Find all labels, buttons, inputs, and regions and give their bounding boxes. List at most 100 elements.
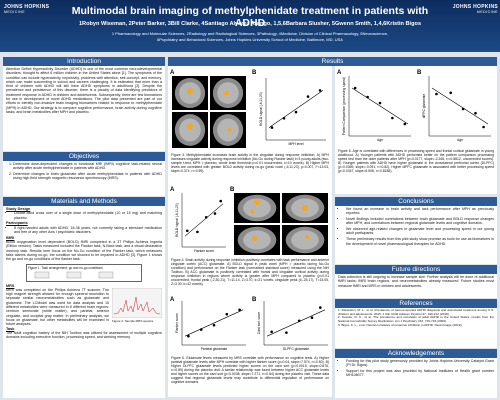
method-title: Participants — [6, 221, 28, 226]
y-axis-label: BOLD signal (-6,11,23) — [175, 203, 179, 236]
scatter-point — [282, 117, 286, 120]
scatter-point — [212, 323, 216, 327]
panel-label: A — [170, 297, 175, 303]
conclusion: These preliminary results from this pilo… — [346, 237, 494, 246]
fit-line — [268, 90, 324, 128]
logo-subtext: MEDICINE — [476, 10, 498, 14]
scatter-point — [403, 122, 407, 126]
scatter-point — [319, 306, 322, 309]
scatter-point — [187, 334, 190, 338]
reference: 1. Danielson, M. L., et al. Prevalence o… — [338, 308, 494, 316]
reference: 3. Bigos, K. L., et al. Neural correlate… — [338, 322, 463, 327]
authors: 1Robyn Wiseman, 2Peter Barker, 3Bill Cla… — [78, 21, 422, 27]
scatter-point — [306, 95, 310, 98]
brain-slice-inner — [291, 230, 319, 250]
panel-label: A — [170, 187, 175, 193]
future-text: Data collection is still ongoing to incr… — [335, 274, 497, 298]
y-axis-label: Flanker score — [175, 313, 179, 333]
reference: 2. Kessler, R. C., et al. The prevalence… — [338, 315, 494, 324]
figure-caption: Figure 5. Glutamate levels measured by M… — [171, 356, 329, 384]
scatter-point — [461, 107, 465, 111]
scatter-point — [199, 328, 203, 331]
activation-blob — [254, 199, 260, 205]
scatter-point — [270, 330, 273, 334]
objective: Determine changes in brain glutamate aft… — [13, 172, 162, 181]
scatter-point — [297, 319, 301, 323]
section-heading: Conclusions — [335, 197, 497, 206]
acknowledgements: Funding for this pilot study generously … — [335, 358, 497, 398]
intro-text: Attention Deficit Hyperactivity Disorder… — [3, 66, 165, 151]
figure-caption: Figure 1. Task arrangement; go and no-go… — [28, 265, 103, 270]
x-axis-label: MPH level — [288, 142, 303, 146]
y-axis-label: Card sort score — [257, 312, 261, 335]
scatter-point — [482, 125, 485, 129]
activation-blob — [187, 88, 193, 95]
scatter-point — [219, 199, 223, 203]
acknowledgement: Funding for this pilot study generously … — [346, 359, 494, 368]
fit-line — [184, 309, 244, 337]
figure-3: A B BOLD signal (-6,11,23) MPH level — [170, 70, 326, 148]
method-text: Blood oxygenation level dependent (BOLD)… — [6, 240, 162, 262]
activation-blob — [305, 235, 310, 239]
figure-caption: Figure 3. Methylphenidate increases brai… — [171, 153, 329, 173]
panel-label: B — [252, 297, 257, 303]
objectives: Determine dose-dependent changes in func… — [3, 161, 165, 196]
section-heading: Acknowledgements — [335, 349, 497, 358]
section-heading: Results — [168, 57, 497, 66]
y-axis-label: BOLD signal (-6,11,23) — [259, 92, 263, 125]
acknowledgement: Support for this project was also provid… — [346, 369, 494, 378]
panel-label: B — [417, 70, 422, 76]
figure-1: Figure 1. Task arrangement; go and no-go… — [26, 263, 142, 282]
figure-6: A B Pattern Comparison (processing speed) A… — [337, 70, 491, 142]
logo-subtext: MEDICINE — [4, 10, 26, 14]
scatter-point — [366, 95, 369, 99]
scatter-point — [270, 126, 274, 129]
activation-blob — [302, 205, 308, 211]
scatter-point — [185, 229, 189, 233]
section-heading: References — [335, 299, 497, 308]
scatter-point — [378, 101, 382, 105]
scatter-point — [310, 316, 314, 320]
method-title: Study Design — [6, 207, 31, 211]
results-right: A B Pattern Comparison (processing speed) A… — [335, 66, 497, 194]
header: JOHNS HOPKINS MEDICINE JOHNS HOPKINS MED… — [0, 0, 500, 52]
logo-text: JOHNS HOPKINS — [452, 4, 498, 10]
scatter-point — [435, 92, 438, 96]
logo-left: JOHNS HOPKINS MEDICINE — [4, 4, 66, 14]
panel-label: B — [230, 187, 235, 193]
scatter-point — [318, 89, 322, 92]
brain-slice-inner — [243, 230, 271, 250]
flanker-diagram — [34, 271, 114, 278]
figure-caption: Figure 2. Sample MRS spectra. — [112, 319, 154, 324]
method-text: MRS was completed on the Philips Achieva… — [6, 287, 109, 327]
section-heading: Introduction — [3, 57, 165, 66]
figure-4: A B BOLD signal (-6,11,23) Flanker score — [170, 187, 328, 255]
scatter-point — [196, 230, 199, 234]
scatter-point — [238, 308, 241, 312]
activation-blob — [223, 90, 229, 96]
affiliation: 1 Pharmacology and Molecular Sciences, 2… — [111, 31, 389, 36]
scatter-point — [353, 86, 357, 90]
section-heading: Future directions — [335, 265, 497, 274]
fit-line — [184, 203, 224, 237]
method-text: Double-blind cross over of a single dose… — [14, 211, 162, 220]
x-axis-label: DLPFC glutamate — [283, 347, 309, 351]
panel-label: A — [337, 70, 342, 76]
scatter-point — [474, 111, 477, 115]
conclusion: We found an increase in brain activity a… — [346, 207, 494, 216]
scatter-point — [213, 212, 217, 215]
figure-5: A B Flanker score Parietal glutamate Card so… — [170, 297, 328, 351]
figure-2: Figure 2. Sample MRS spectra. — [111, 287, 163, 327]
activation-blob — [227, 128, 232, 132]
scatter-point — [449, 91, 452, 95]
method-title: Task — [6, 326, 15, 331]
scatter-point — [204, 216, 208, 219]
y-axis-label: dlPFC glutamate — [422, 94, 426, 119]
x-axis-label: Age — [457, 138, 463, 142]
x-axis-label: Age — [377, 138, 383, 142]
activation-blob — [250, 209, 255, 213]
method-text: The adult cognition battery of the NIH T… — [6, 330, 162, 340]
brain-slice-inner — [243, 198, 271, 218]
conclusion: We observed age-related changes in gluta… — [346, 227, 494, 236]
